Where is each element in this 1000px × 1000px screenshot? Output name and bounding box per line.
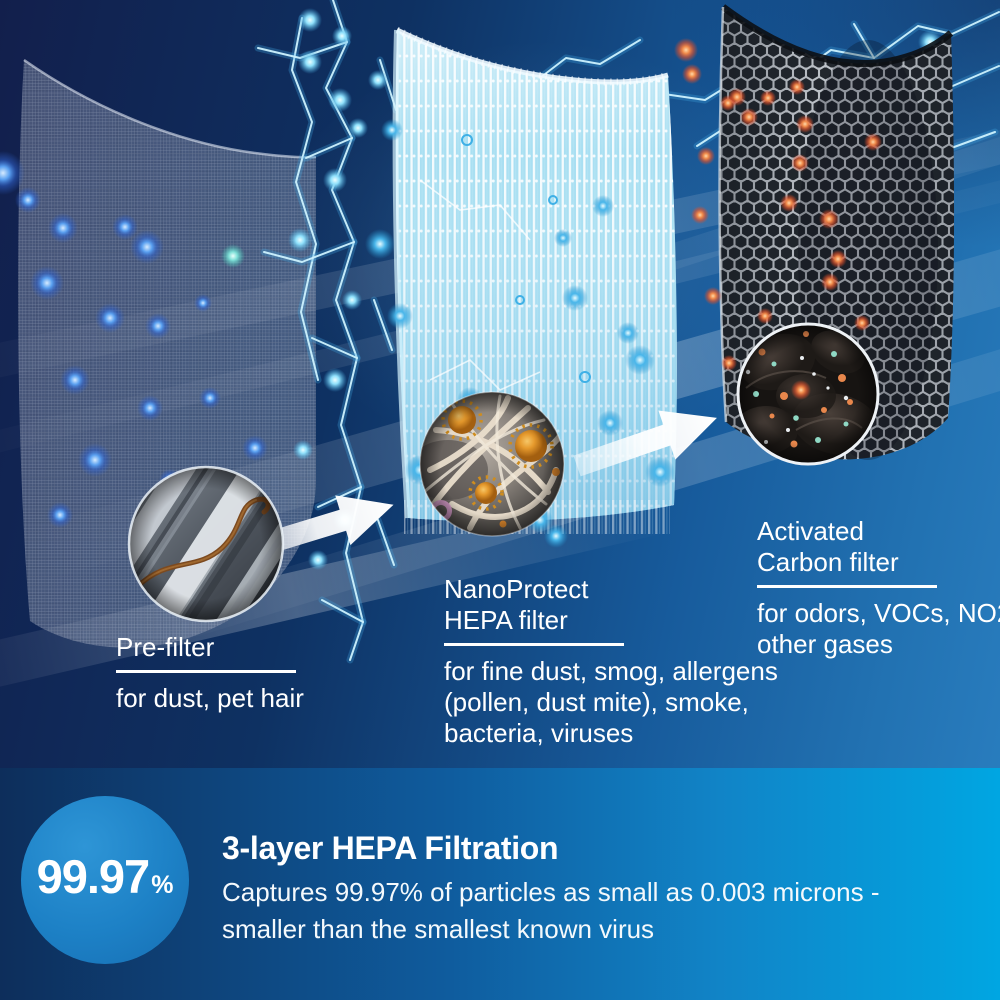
carbon-closeup [736, 322, 880, 466]
stage-activated-carbon: Activated Carbon filter for odors, VOCs,… [757, 516, 1000, 660]
gas-particles-orange [674, 38, 882, 371]
stage-label: Carbon filter [757, 547, 899, 577]
stage-desc-line: for fine dust, smog, allergens [444, 656, 778, 686]
stage-desc-line: other gases [757, 629, 893, 659]
subtitle-line: smaller than the smallest known virus [222, 914, 655, 944]
scene-illustration: .bO{stroke:#3fa4e0;stroke-width:7;opacit… [0, 0, 1000, 704]
dust-particles-blue [0, 151, 268, 528]
stage-label: Pre-filter [116, 632, 215, 662]
label-underline [757, 585, 937, 588]
stage-pre-filter: Pre-filter for dust, pet hair [116, 632, 304, 714]
badge-value: 99.97 [36, 850, 151, 903]
stage-label: Activated [757, 516, 864, 546]
stage-desc-line: (pollen, dust mite), smoke, [444, 687, 749, 717]
stage-nanoprotect-hepa: NanoProtect HEPA filter for fine dust, s… [444, 574, 778, 749]
pre-filter-closeup [127, 465, 285, 623]
stage-label: NanoProtect [444, 574, 589, 604]
footer-title: 3-layer HEPA Filtration [222, 830, 559, 866]
hepa-closeup [419, 391, 565, 537]
footer-subtitle: Captures 99.97% of particles as small as… [222, 874, 880, 948]
efficiency-badge: 99.97% [21, 796, 189, 964]
stage-desc-line: bacteria, viruses [444, 718, 634, 748]
stage-label: HEPA filter [444, 605, 568, 635]
stage-desc-line: for dust, pet hair [116, 683, 304, 713]
badge-unit: % [151, 871, 174, 899]
label-underline [116, 670, 296, 673]
label-underline [444, 643, 624, 646]
subtitle-line: Captures 99.97% of particles as small as… [222, 877, 880, 907]
stage-desc-line: for odors, VOCs, NO2, [757, 598, 1000, 628]
